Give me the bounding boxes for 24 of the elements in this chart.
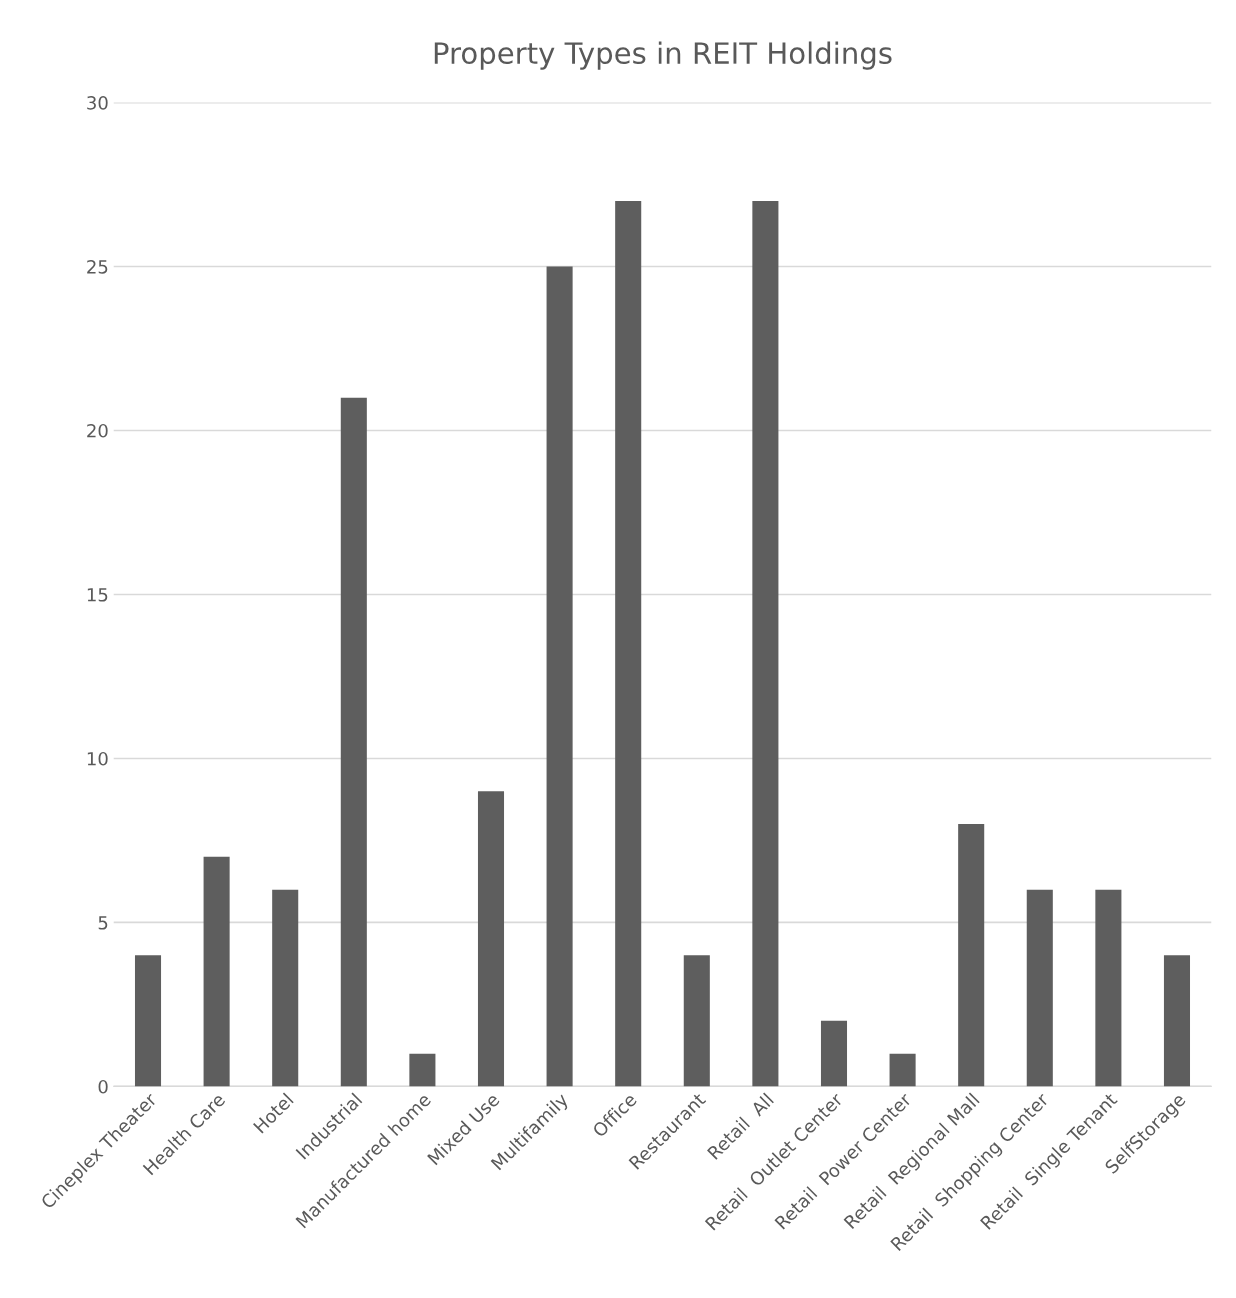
- bar: [615, 200, 642, 1087]
- bar: [1095, 889, 1122, 1087]
- bar: [1163, 955, 1191, 1087]
- bar: [683, 955, 710, 1087]
- y-tick-label: 25: [87, 259, 108, 274]
- y-tick-label: 10: [87, 751, 108, 766]
- y-tick-label: 5: [98, 916, 108, 930]
- bar: [134, 955, 162, 1087]
- y-tick-label: 20: [87, 423, 108, 438]
- bar: [409, 1053, 436, 1087]
- y-tick-label: 30: [87, 96, 108, 110]
- bar: [958, 824, 985, 1087]
- y-tick-label: 15: [87, 588, 108, 602]
- bar: [203, 856, 230, 1087]
- bar: [272, 889, 299, 1087]
- chart-title: Property Types in REIT Holdings: [434, 41, 892, 70]
- bar: [820, 1020, 848, 1087]
- bar: [477, 791, 505, 1087]
- bar: [752, 200, 779, 1087]
- bar: [889, 1053, 916, 1087]
- bar: [340, 397, 367, 1087]
- bar: [1026, 889, 1053, 1087]
- bar: [546, 266, 573, 1087]
- y-tick-label: 0: [98, 1079, 108, 1094]
